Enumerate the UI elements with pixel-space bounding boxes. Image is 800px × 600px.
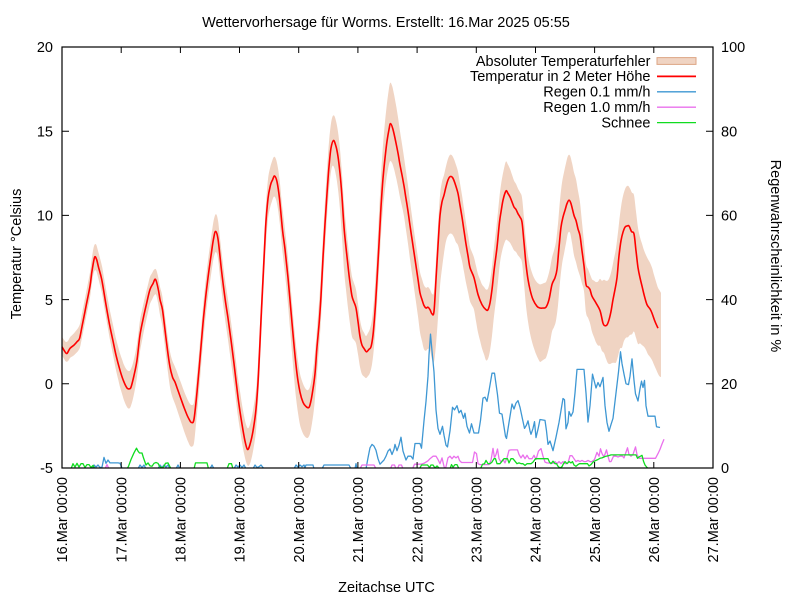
svg-text:15: 15 bbox=[37, 124, 53, 140]
svg-text:Absoluter Temperaturfehler: Absoluter Temperaturfehler bbox=[476, 54, 651, 70]
svg-text:20.Mar 00:00: 20.Mar 00:00 bbox=[292, 477, 308, 562]
svg-text:18.Mar 00:00: 18.Mar 00:00 bbox=[174, 477, 190, 562]
svg-text:23.Mar 00:00: 23.Mar 00:00 bbox=[470, 477, 486, 562]
svg-text:20: 20 bbox=[721, 377, 737, 393]
svg-text:16.Mar 00:00: 16.Mar 00:00 bbox=[55, 477, 71, 562]
svg-text:22.Mar 00:00: 22.Mar 00:00 bbox=[410, 477, 426, 562]
svg-text:Schnee: Schnee bbox=[601, 115, 650, 131]
svg-text:21.Mar 00:00: 21.Mar 00:00 bbox=[351, 477, 367, 562]
svg-text:Temperatur °Celsius: Temperatur °Celsius bbox=[9, 189, 25, 320]
svg-text:0: 0 bbox=[721, 461, 729, 477]
svg-text:Temperatur in 2 Meter Höhe: Temperatur in 2 Meter Höhe bbox=[470, 69, 651, 85]
svg-text:40: 40 bbox=[721, 293, 737, 309]
svg-text:10: 10 bbox=[37, 209, 53, 225]
svg-text:80: 80 bbox=[721, 124, 737, 140]
svg-text:5: 5 bbox=[45, 293, 53, 309]
svg-text:27.Mar 00:00: 27.Mar 00:00 bbox=[706, 477, 722, 562]
svg-text:Regen 0.1 mm/h: Regen 0.1 mm/h bbox=[543, 85, 650, 101]
svg-text:60: 60 bbox=[721, 209, 737, 225]
svg-text:-5: -5 bbox=[40, 461, 53, 477]
svg-text:Regen 1.0 mm/h: Regen 1.0 mm/h bbox=[543, 100, 650, 116]
svg-text:19.Mar 00:00: 19.Mar 00:00 bbox=[233, 477, 249, 562]
svg-text:26.Mar 00:00: 26.Mar 00:00 bbox=[647, 477, 663, 562]
svg-text:0: 0 bbox=[45, 377, 53, 393]
svg-text:17.Mar 00:00: 17.Mar 00:00 bbox=[114, 477, 130, 562]
svg-text:Zeitachse UTC: Zeitachse UTC bbox=[338, 580, 435, 596]
svg-text:20: 20 bbox=[37, 40, 53, 56]
svg-text:Wettervorhersage für Worms. Er: Wettervorhersage für Worms. Erstellt: 16… bbox=[202, 15, 570, 31]
svg-text:Regenwahrscheinlichkeit in %: Regenwahrscheinlichkeit in % bbox=[767, 160, 783, 353]
svg-text:25.Mar 00:00: 25.Mar 00:00 bbox=[588, 477, 604, 562]
svg-text:24.Mar 00:00: 24.Mar 00:00 bbox=[529, 477, 545, 562]
svg-text:100: 100 bbox=[721, 40, 745, 56]
